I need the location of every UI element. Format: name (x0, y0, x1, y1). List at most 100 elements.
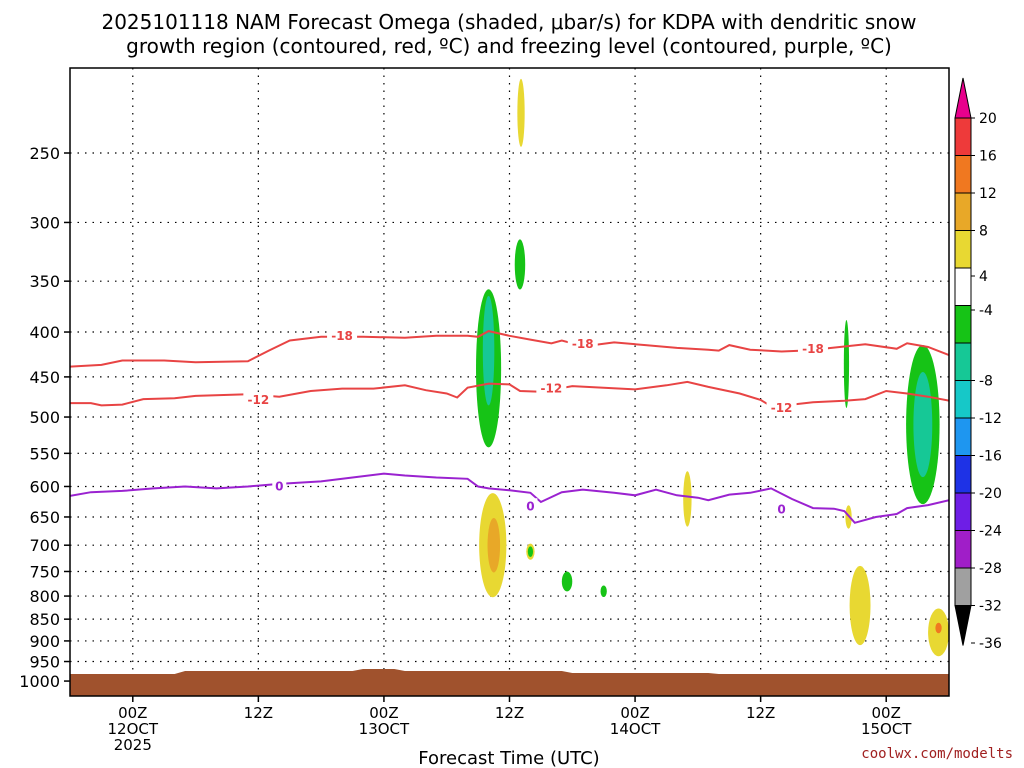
x-axis-label: Forecast Time (UTC) (418, 748, 599, 768)
colorbar-label: -24 (979, 524, 1002, 540)
x-tick-label: 00Z (620, 704, 649, 722)
contour-label-bg (567, 336, 598, 351)
contour-label: -18 (572, 337, 594, 351)
colorbar-label: 20 (979, 111, 997, 127)
contour-label: 0 (526, 499, 534, 513)
colorbar-label: 12 (979, 186, 997, 202)
contour-label-bg (523, 498, 538, 513)
y-tick-label: 900 (29, 632, 60, 651)
x-tick-label: 00Z (872, 704, 901, 722)
x-tick-label: 12Z (244, 704, 273, 722)
omega-region (487, 517, 501, 573)
y-tick-label: 1000 (19, 672, 60, 691)
plot-background (70, 68, 949, 696)
contour-label-bg (243, 391, 274, 406)
x-tick-label: 12Z (495, 704, 524, 722)
x-tick-label: 15OCT (861, 720, 912, 738)
omega-region (935, 622, 942, 634)
chart-title-line2: growth region (contoured, red, ºC) and f… (126, 34, 892, 58)
y-tick-label: 850 (29, 610, 60, 629)
contour-label: 0 (275, 479, 283, 493)
y-tick-label: 650 (29, 508, 60, 527)
colorbar-swatch (954, 305, 972, 344)
contour-label-bg (327, 327, 358, 342)
colorbar-label: -20 (979, 486, 1002, 502)
colorbar-label: -28 (979, 561, 1002, 577)
contour-label-bg (536, 380, 567, 395)
colorbar-swatch (954, 455, 972, 494)
contour-lines: -18 -18 -18 -12 -12 -12 0 0 0 (70, 327, 949, 524)
y-tick-label: 550 (29, 444, 60, 463)
colorbar-swatch (954, 530, 972, 569)
omega-shading (476, 78, 949, 657)
y-tick-label: 300 (29, 213, 60, 232)
omega-region (913, 371, 933, 478)
contour-label: 0 (777, 502, 785, 516)
x-tick-label: 13OCT (359, 720, 410, 738)
contour-label-bg (774, 501, 789, 516)
omega-region (849, 565, 871, 646)
colorbar-swatch (954, 342, 972, 381)
contour-label: -12 (248, 393, 270, 407)
contour-label-bg (272, 478, 287, 493)
omega-region (561, 571, 573, 592)
colorbar-label: 4 (979, 269, 988, 285)
contour-label-bg (766, 399, 797, 414)
x-tick-label: 00Z (118, 704, 147, 722)
terrain-layer (70, 669, 949, 696)
omega-region (514, 239, 526, 290)
site-credit: coolwx.com/modelts (861, 746, 1013, 762)
colorbar-swatch (954, 567, 972, 606)
y-tick-label: 800 (29, 587, 60, 606)
y-tick-label: 700 (29, 536, 60, 555)
colorbar-swatch (954, 380, 972, 419)
colorbar-label: -4 (979, 303, 993, 319)
omega-region (482, 295, 495, 406)
contour-label-bg (797, 340, 828, 355)
colorbar-swatch (954, 417, 972, 456)
y-tick-label: 500 (29, 408, 60, 427)
colorbar-swatch (954, 230, 972, 269)
x-tick-label: 00Z (369, 704, 398, 722)
y-tick-label: 600 (29, 477, 60, 496)
y-tick-label: 750 (29, 562, 60, 581)
x-tick-label: 12Z (746, 704, 775, 722)
colorbar-label: 8 (979, 224, 988, 240)
x-tick-label: 2025 (114, 736, 152, 754)
colorbar-label: -16 (979, 449, 1002, 465)
y-tick-label: 400 (29, 323, 60, 342)
colorbar-swatch (954, 192, 972, 231)
omega-region (683, 471, 692, 527)
chart-title-line1: 2025101118 NAM Forecast Omega (shaded, μ… (101, 10, 916, 34)
colorbar-swatch (954, 155, 972, 194)
omega-region (843, 320, 850, 408)
y-axis: 250 300 350 400 450 500 550 600 650 700 750 800 850 9… (19, 144, 70, 691)
omega-region (517, 78, 525, 147)
omega-region (527, 546, 534, 558)
y-tick-label: 350 (29, 272, 60, 291)
colorbar-swatch (954, 492, 972, 531)
colorbar-label: -12 (979, 411, 1002, 427)
x-tick-label: 14OCT (610, 720, 661, 738)
omega-region (600, 585, 607, 598)
contour-line (70, 472, 949, 524)
colorbar-label: 16 (979, 149, 997, 165)
colorbar-label: -36 (979, 636, 1002, 652)
colorbar-label: -8 (979, 374, 993, 390)
colorbar-swatch (954, 267, 972, 306)
colorbar-max-arrow (954, 77, 972, 119)
colorbar-label: -32 (979, 599, 1002, 615)
y-tick-label: 250 (29, 144, 60, 163)
x-tick-label: 12OCT (108, 720, 159, 738)
contour-label: -12 (771, 401, 793, 415)
contour-label: -12 (541, 382, 563, 396)
terrain-surface (70, 669, 949, 696)
y-tick-label: 450 (29, 368, 60, 387)
contour-label: -18 (331, 329, 353, 343)
contour-label: -18 (802, 342, 824, 356)
colorbar: 20 16 12 8 4 -4 -8 -12 -16 -20 -24 -28 -32 -36 (954, 77, 1002, 652)
colorbar-min-arrow (954, 605, 972, 646)
colorbar-swatch (954, 117, 972, 156)
